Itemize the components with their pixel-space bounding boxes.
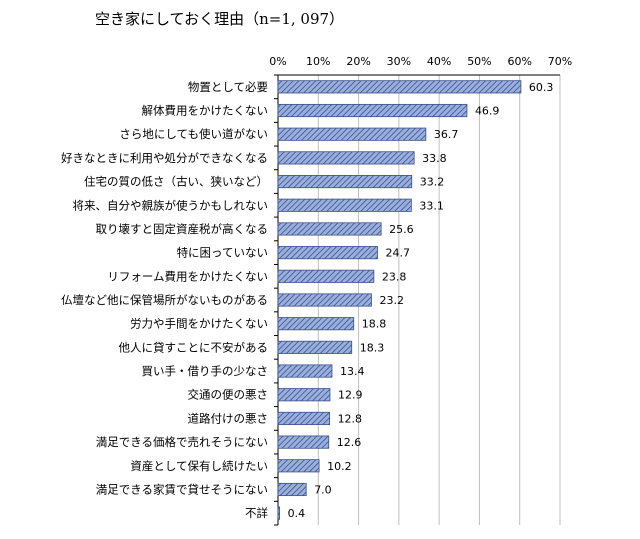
data-label: 25.6 — [389, 223, 414, 236]
bar — [277, 459, 320, 473]
x-tick-label: 50% — [467, 55, 491, 68]
data-label: 33.2 — [420, 176, 445, 189]
labels: 0% 10% 20% 30% 40% 50% 60% 70% 物置として必要 60.3 解体費用をか… — [61, 55, 572, 520]
category-label: 満足できる家賃で貸せそうにない — [96, 482, 268, 496]
category-label: 物置として必要 — [188, 80, 268, 94]
bar — [277, 151, 415, 165]
data-label: 12.8 — [338, 412, 363, 425]
bar — [277, 435, 330, 449]
data-label: 18.8 — [362, 318, 387, 331]
category-label: リフォーム費用をかけたくない — [107, 269, 268, 283]
category-label: 将来、自分や親族が使うかもしれない — [73, 198, 269, 212]
bar — [277, 175, 413, 189]
data-label: 60.3 — [529, 81, 554, 94]
data-label: 18.3 — [360, 341, 385, 354]
category-label: 資産として保有し続けたい — [130, 459, 268, 473]
data-label: 10.2 — [327, 460, 352, 473]
category-label: 好きなときに利用や処分ができなくなる — [61, 151, 268, 165]
bar — [277, 340, 353, 354]
x-tick-label: 30% — [387, 55, 411, 68]
category-label: 解体費用をかけたくない — [142, 104, 269, 118]
category-label: 住宅の質の低さ（古い、狭いなど） — [84, 175, 268, 189]
data-label: 0.4 — [288, 507, 306, 520]
bar — [277, 246, 378, 260]
x-tick-label: 40% — [427, 55, 451, 68]
category-label: 他人に貸すことに不安がある — [119, 340, 269, 354]
category-label: 交通の便の悪さ — [188, 388, 269, 402]
category-label: 仏壇など他に保管場所がないものがある — [61, 293, 268, 307]
bar — [277, 80, 522, 94]
bars — [277, 80, 522, 520]
data-label: 13.4 — [340, 365, 365, 378]
data-label: 46.9 — [475, 105, 500, 118]
x-tick-label: 0% — [269, 55, 286, 68]
data-label: 12.9 — [338, 389, 363, 402]
x-tick-label: 70% — [548, 55, 572, 68]
bar — [277, 198, 412, 212]
data-label: 33.8 — [422, 152, 447, 165]
bar — [277, 293, 372, 307]
data-label: 33.1 — [419, 199, 444, 212]
x-tick-label: 60% — [507, 55, 531, 68]
category-label: さら地にしても使い道がない — [119, 127, 268, 141]
bar — [277, 364, 333, 378]
x-tick-label: 10% — [306, 55, 330, 68]
category-label: 労力や手間をかけたくない — [130, 317, 268, 331]
data-label: 7.0 — [314, 483, 332, 496]
category-label: 不詳 — [245, 506, 268, 520]
bar — [277, 127, 427, 141]
category-label: 道路付けの悪さ — [188, 411, 269, 425]
category-label: 満足できる価格で売れそうにない — [96, 435, 268, 449]
chart-title: 空き家にしておく理由（n=1, 097） — [95, 10, 345, 28]
category-label: 取り壊すと固定資産税が高くなる — [96, 222, 269, 236]
bar — [277, 317, 355, 331]
data-label: 23.2 — [379, 294, 404, 307]
bar — [277, 222, 382, 236]
data-label: 36.7 — [434, 128, 459, 141]
bar — [277, 506, 281, 520]
bar — [277, 411, 330, 425]
data-label: 24.7 — [386, 247, 411, 260]
data-label: 23.8 — [382, 270, 407, 283]
bar — [277, 103, 468, 118]
bar — [277, 269, 375, 283]
data-label: 12.6 — [337, 436, 362, 449]
x-tick-label: 20% — [346, 55, 370, 68]
category-label: 買い手・借り手の少なさ — [142, 364, 269, 378]
category-label: 特に困っていない — [177, 246, 268, 260]
bar — [277, 482, 307, 497]
bar — [277, 388, 331, 402]
